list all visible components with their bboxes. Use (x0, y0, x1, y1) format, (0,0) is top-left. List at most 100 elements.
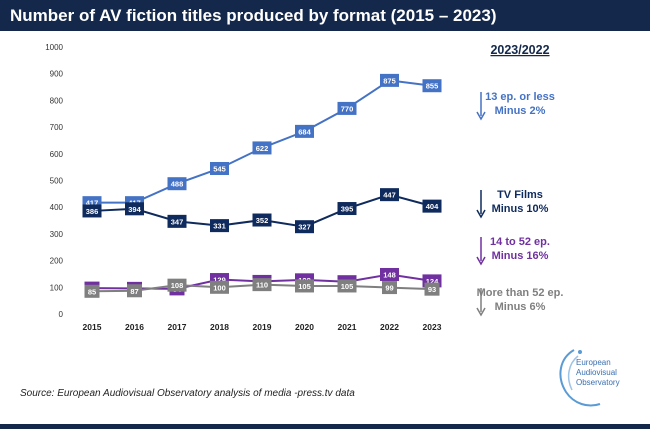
y-tick-label: 1000 (45, 43, 63, 52)
data-point: 347 (167, 214, 187, 228)
data-label: 327 (298, 223, 311, 232)
data-label: 545 (213, 164, 226, 173)
data-label-box (210, 161, 229, 175)
logo-dot-icon (578, 350, 582, 354)
data-label: 100 (213, 283, 226, 292)
data-label-box (210, 280, 229, 294)
data-label-box (252, 141, 272, 155)
data-label: 93 (428, 285, 436, 294)
data-label: 110 (256, 281, 268, 290)
data-point: 99 (382, 281, 397, 295)
y-tick-label: 0 (59, 310, 64, 319)
data-point: 148 (380, 267, 399, 281)
data-label-box (210, 219, 229, 233)
x-tick-label: 2020 (295, 322, 314, 332)
data-label-box (422, 199, 442, 213)
legend-series-name: More than 52 ep. (477, 287, 564, 299)
arrow-head-icon (476, 111, 486, 121)
data-point: 93 (424, 282, 440, 296)
data-label-box (167, 177, 187, 191)
legend-entry: 13 ep. or less Minus 2% (476, 91, 555, 121)
data-label-box (84, 284, 100, 298)
data-label: 105 (298, 282, 311, 291)
data-point: 85 (84, 284, 100, 298)
x-tick-label: 2015 (83, 322, 102, 332)
data-label-box (424, 282, 440, 296)
data-label-box (380, 73, 399, 87)
data-label: 488 (171, 180, 184, 189)
legend-series-name: 14 to 52 ep. (490, 236, 550, 248)
logo-text: Audiovisual (576, 368, 617, 377)
data-label: 770 (341, 104, 354, 113)
y-tick-label: 600 (50, 150, 64, 159)
bottom-bar (0, 424, 650, 429)
data-point: 108 (167, 278, 187, 292)
source-note: Source: European Audiovisual Observatory… (20, 388, 355, 399)
arrow-head-icon (476, 307, 486, 317)
data-label: 129 (213, 276, 226, 285)
x-tick-label: 2021 (338, 322, 357, 332)
legend-change: Minus 10% (492, 203, 549, 215)
data-label-box (167, 214, 187, 228)
x-tick-label: 2017 (168, 322, 187, 332)
data-label-box (380, 188, 399, 202)
data-label: 417 (86, 199, 99, 208)
data-label-box (252, 278, 272, 292)
x-tick-label: 2019 (253, 322, 272, 332)
data-label: 855 (426, 82, 439, 91)
y-tick-label: 700 (50, 123, 64, 132)
legend-change: Minus 2% (495, 105, 546, 117)
data-label-box (382, 281, 397, 295)
data-label: 622 (256, 144, 269, 153)
data-point: 87 (127, 284, 142, 298)
data-label-box (82, 204, 102, 218)
data-point: 327 (295, 220, 314, 234)
data-point: 875 (380, 73, 399, 87)
comparison-title: 2023/2022 (490, 43, 549, 57)
data-label-box (127, 284, 142, 298)
data-label: 394 (128, 205, 141, 214)
y-tick-label: 500 (50, 177, 64, 186)
data-label-box (295, 124, 314, 138)
data-label: 386 (86, 207, 99, 216)
data-label-box (295, 279, 314, 293)
y-tick-label: 800 (50, 96, 64, 105)
data-label-box (337, 279, 357, 293)
y-tick-label: 400 (50, 203, 64, 212)
data-label-box (295, 220, 314, 234)
data-label: 124 (426, 277, 439, 286)
y-tick-label: 100 (50, 283, 64, 292)
data-point: 488 (167, 177, 187, 191)
y-tick-label: 900 (50, 70, 64, 79)
data-point: 331 (210, 219, 229, 233)
data-point: 684 (295, 124, 314, 138)
x-tick-label: 2022 (380, 322, 399, 332)
data-label: 352 (256, 216, 269, 225)
data-label: 105 (341, 282, 354, 291)
data-point: 105 (337, 279, 357, 293)
logo-arc-icon (567, 355, 579, 391)
x-tick-label: 2018 (210, 322, 229, 332)
data-label: 684 (298, 127, 311, 136)
legend-change: Minus 16% (492, 250, 549, 262)
data-label: 87 (130, 287, 138, 296)
data-point: 855 (422, 79, 442, 93)
data-point: 545 (210, 161, 229, 175)
data-point: 770 (337, 101, 357, 115)
data-point: 100 (210, 280, 229, 294)
x-tick-label: 2023 (423, 322, 442, 332)
data-label: 875 (383, 76, 396, 85)
data-label: 148 (383, 270, 396, 279)
data-label: 108 (171, 281, 184, 290)
data-point: 394 (125, 202, 144, 216)
data-label: 347 (171, 217, 184, 226)
logo-arc-icon (559, 349, 601, 407)
logo-text: Observatory (576, 378, 620, 387)
data-label: 395 (341, 205, 354, 214)
legend-entry: 14 to 52 ep. Minus 16% (476, 236, 550, 266)
x-tick-label: 2016 (125, 322, 144, 332)
legend-entry: More than 52 ep. Minus 6% (476, 287, 564, 317)
data-label-box (380, 267, 399, 281)
legend-change: Minus 6% (495, 301, 546, 313)
